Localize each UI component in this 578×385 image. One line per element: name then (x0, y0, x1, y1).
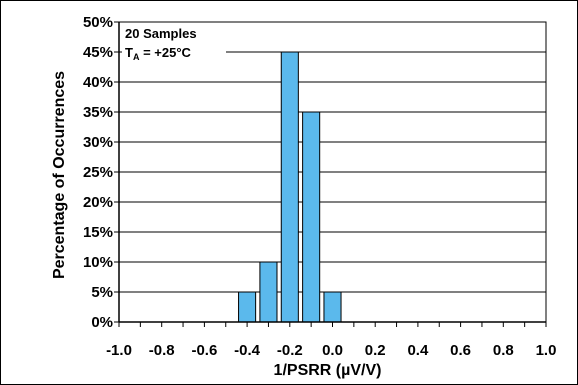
temperature-value: = +25°C (139, 45, 191, 60)
temperature-symbol: T (125, 45, 133, 60)
y-tick-label: 0% (91, 314, 113, 331)
histogram-bar (238, 291, 257, 323)
x-tick-label: -0.6 (191, 342, 217, 359)
histogram-bar (323, 291, 342, 323)
tick-labels: 0%5%10%15%20%25%30%35%40%45%50%-1.0 -0.8-… (83, 14, 556, 359)
x-tick-label: 0.0 (322, 342, 343, 359)
x-tick-label: 1.0 (536, 342, 557, 359)
y-tick-label: 20% (83, 194, 113, 211)
x-tick-label: 0.2 (365, 342, 386, 359)
temperature-subscript: A (133, 52, 140, 62)
x-tick-label: 0.6 (450, 342, 471, 359)
x-tick-label: -0.2 (277, 342, 303, 359)
y-axis-title: Percentage of Occurrences (51, 71, 68, 279)
temperature-annotation: TA = +25°C (125, 45, 192, 62)
y-tick-label: 10% (83, 254, 113, 271)
y-tick-label: 5% (91, 284, 113, 301)
x-tick-label: 0.4 (407, 342, 429, 359)
y-tick-label: 35% (83, 104, 113, 121)
x-tick-label: -0.8 (149, 342, 175, 359)
tick-marks (114, 21, 547, 327)
histogram-bar (259, 261, 278, 323)
y-tick-label: 50% (83, 14, 113, 31)
y-tick-label: 40% (83, 74, 113, 91)
y-tick-label: 15% (83, 224, 113, 241)
bars (238, 51, 342, 323)
x-tick-label: 0.8 (493, 342, 514, 359)
y-tick-label: 45% (83, 44, 113, 61)
x-tick-label: -1.0 (106, 342, 132, 359)
histogram-bar (302, 111, 321, 323)
x-tick-label: -0.4 (234, 342, 261, 359)
annotation-background (122, 25, 226, 63)
y-tick-label: 30% (83, 134, 113, 151)
x-axis-title: 1/PSRR (µV/V) (274, 362, 382, 379)
histogram-bar (280, 51, 299, 323)
sample-count-annotation: 20 Samples (125, 26, 197, 41)
y-tick-label: 25% (83, 164, 113, 181)
